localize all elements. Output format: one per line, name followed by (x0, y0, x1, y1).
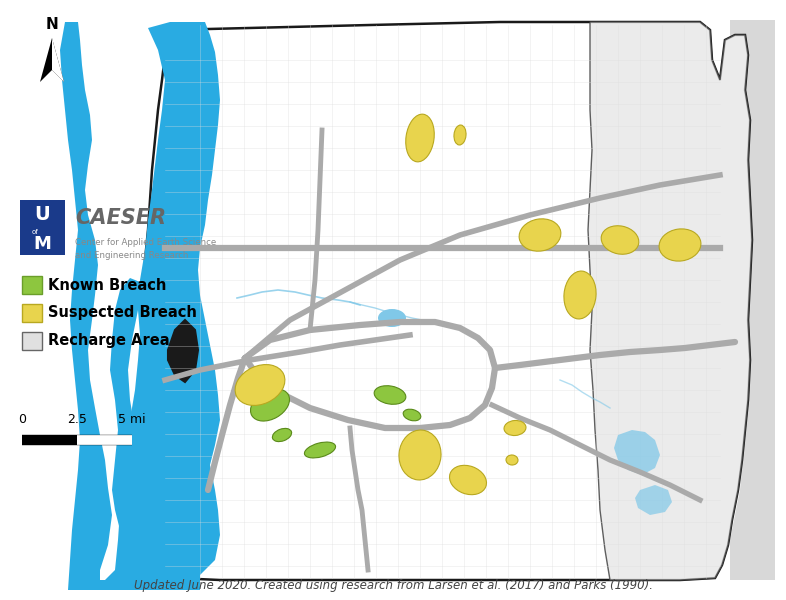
Text: 2.5: 2.5 (67, 413, 87, 426)
Polygon shape (52, 38, 64, 82)
Text: Known Breach: Known Breach (48, 277, 167, 292)
Ellipse shape (304, 442, 336, 458)
Polygon shape (100, 22, 220, 590)
Ellipse shape (659, 229, 701, 261)
Ellipse shape (519, 219, 561, 251)
Bar (20, 200, 65, 255)
Ellipse shape (406, 114, 434, 162)
Text: Updated June 2020. Created using research from Larsen et al. (2017) and Parks (1: Updated June 2020. Created using researc… (134, 579, 652, 592)
Polygon shape (635, 485, 672, 515)
Text: CAESER: CAESER (75, 208, 166, 228)
Bar (22, 332, 42, 350)
Ellipse shape (251, 389, 289, 421)
Ellipse shape (506, 455, 518, 465)
Ellipse shape (403, 409, 421, 421)
Ellipse shape (450, 466, 487, 494)
Bar (22, 304, 42, 322)
Polygon shape (40, 38, 64, 82)
Ellipse shape (454, 125, 466, 145)
Text: U: U (35, 205, 50, 223)
Text: Center for Applied Earth Science
and Engineering Research: Center for Applied Earth Science and Eng… (75, 238, 216, 259)
Ellipse shape (374, 386, 406, 404)
Polygon shape (168, 320, 198, 382)
Ellipse shape (378, 309, 406, 327)
Text: N: N (46, 17, 58, 32)
Polygon shape (588, 22, 752, 580)
Text: M: M (34, 235, 51, 253)
Polygon shape (730, 20, 775, 580)
Text: Suspected Breach: Suspected Breach (48, 305, 196, 320)
Polygon shape (614, 430, 660, 475)
Text: 0: 0 (18, 413, 26, 426)
Polygon shape (60, 22, 112, 590)
Polygon shape (145, 22, 752, 580)
Ellipse shape (273, 428, 292, 442)
Ellipse shape (504, 421, 526, 436)
Text: 5 mi: 5 mi (118, 413, 146, 426)
Text: of: of (31, 229, 38, 235)
Bar (22, 276, 42, 294)
Polygon shape (110, 278, 148, 530)
Ellipse shape (601, 226, 639, 254)
Ellipse shape (399, 430, 441, 480)
Text: Recharge Area: Recharge Area (48, 334, 170, 349)
Ellipse shape (235, 365, 285, 406)
Ellipse shape (564, 271, 596, 319)
